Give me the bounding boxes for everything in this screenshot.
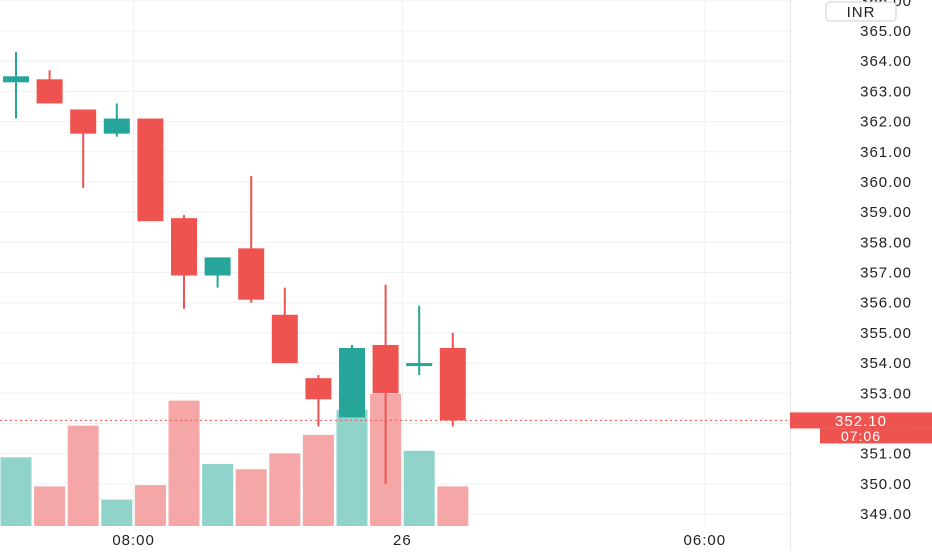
price-tick-label: 363.00 — [860, 83, 912, 100]
candle-body — [3, 76, 29, 83]
price-tick-label: 350.00 — [860, 476, 912, 493]
volume-bar — [235, 469, 267, 526]
price-tick-label: 353.00 — [860, 385, 912, 402]
volume-bar — [269, 453, 301, 526]
candle-body — [305, 378, 332, 400]
price-tick-label: 349.00 — [860, 506, 912, 523]
candle-body — [271, 314, 298, 364]
countdown-timer: 07:06 — [841, 428, 881, 444]
price-tick-label: 355.00 — [860, 325, 912, 342]
volume-bars — [0, 394, 469, 526]
currency-label-text: INR — [847, 4, 876, 21]
candle-body — [171, 218, 197, 276]
volume-bar — [34, 486, 66, 526]
price-tick-label: 365.00 — [860, 23, 912, 40]
grid — [0, 0, 790, 526]
volume-bar — [67, 425, 99, 526]
volume-bar — [202, 463, 234, 526]
price-tick-label: 364.00 — [860, 53, 912, 70]
volume-bar — [168, 400, 200, 526]
last-price-value: 352.10 — [835, 413, 887, 430]
candle-body — [439, 347, 466, 421]
price-tick-label: 362.00 — [860, 114, 912, 131]
price-tick-label: 361.00 — [860, 144, 912, 161]
time-tick-label: 06:00 — [684, 532, 727, 549]
candle-body — [406, 363, 433, 367]
candle-body — [70, 109, 97, 134]
currency-label[interactable]: INR — [825, 1, 897, 22]
time-tick-label: 08:00 — [112, 532, 155, 549]
volume-bar — [134, 485, 166, 526]
price-tick-label: 356.00 — [860, 295, 912, 312]
price-tick-label: 360.00 — [860, 174, 912, 191]
candles — [3, 52, 466, 484]
price-axis[interactable]: 349.00350.00351.00352.00353.00354.00355.… — [860, 0, 912, 523]
volume-bar — [403, 450, 435, 526]
volume-bar — [101, 499, 133, 526]
volume-bar — [0, 457, 32, 526]
candle-body — [372, 344, 399, 394]
price-tick-label: 354.00 — [860, 355, 912, 372]
time-tick-label: 26 — [393, 532, 412, 549]
candle-body — [238, 248, 265, 300]
price-tick-label: 359.00 — [860, 204, 912, 221]
candle-body — [204, 257, 231, 276]
candle-body — [137, 118, 164, 222]
candle-body — [339, 347, 365, 418]
time-axis[interactable]: 08:00 26 06:00 — [112, 532, 726, 549]
candle-body — [36, 79, 63, 104]
volume-bar — [302, 434, 334, 526]
candle-body — [103, 118, 130, 134]
price-tick-label: 357.00 — [860, 265, 912, 282]
volume-bar — [437, 486, 469, 526]
price-tick-label: 351.00 — [860, 446, 912, 463]
last-price-badge: 352.10 07:06 — [790, 412, 932, 444]
price-tick-label: 358.00 — [860, 234, 912, 251]
volume-bar — [336, 409, 368, 526]
